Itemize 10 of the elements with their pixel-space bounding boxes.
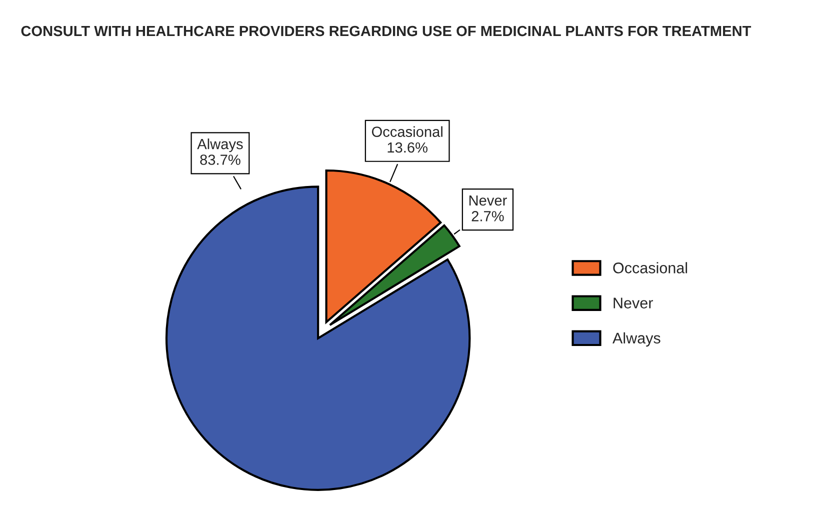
legend-label: Always — [612, 332, 660, 347]
data-label: 83.7% — [200, 154, 240, 165]
slice-label: Occasional — [372, 126, 442, 137]
legend-label: Occasional — [613, 262, 688, 274]
chart-title: CONSULT WITH HEALTHCARE PROVIDERS REGARDING USE OF MEDICINAL PLANTS FOR TREATMENT — [21, 26, 752, 36]
slice-label: Never — [469, 195, 507, 206]
slice-label: Always — [197, 138, 243, 152]
legend-label: Never — [614, 298, 653, 308]
data-label: 13.6% — [388, 142, 428, 153]
data-label: 2.7% — [472, 211, 504, 222]
